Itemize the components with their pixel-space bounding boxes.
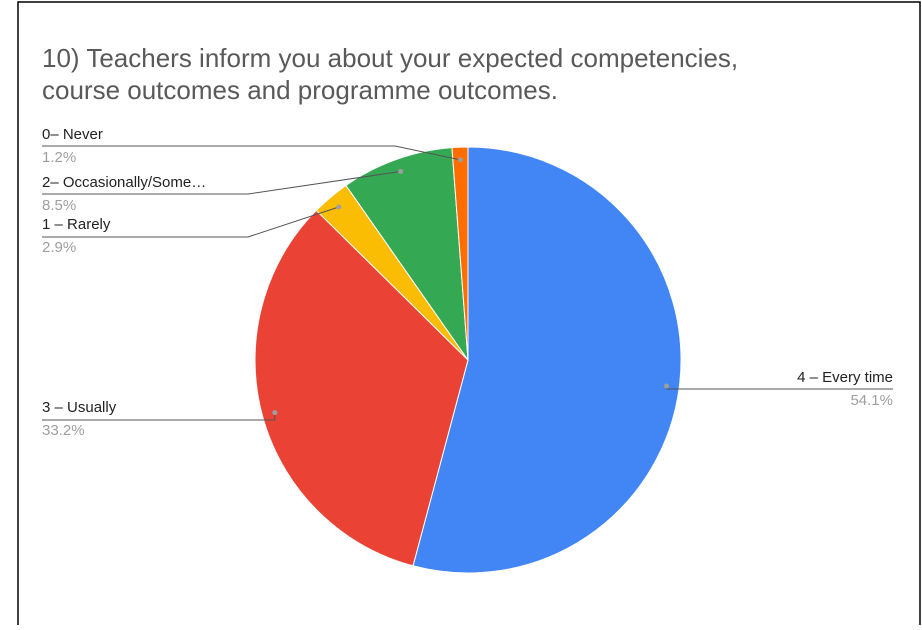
leader-line	[42, 170, 401, 195]
leader-dot	[272, 410, 278, 416]
slice-label: 2– Occasionally/Some…	[42, 174, 206, 191]
pie-slice	[254, 209, 469, 567]
slice-value-label: 2.9%	[42, 239, 76, 256]
slice-label: 1 – Rarely	[42, 216, 111, 233]
chart-title-line: 10) Teachers inform you about your expec…	[42, 43, 738, 73]
leader-dot	[457, 157, 463, 163]
leader-line	[42, 145, 461, 161]
leader-line	[42, 206, 339, 238]
slice-label: 4 – Every time	[797, 369, 893, 386]
slice-value-label: 8.5%	[42, 197, 76, 214]
slice-value-label: 1.2%	[42, 149, 76, 166]
leader-dot	[398, 168, 404, 174]
pie-slice	[345, 147, 469, 362]
pie-slice	[412, 146, 682, 574]
chart-title-line: course outcomes and programme outcomes.	[42, 75, 558, 105]
leader-dot	[336, 204, 342, 210]
leader-dot	[664, 383, 670, 389]
slice-label: 0– Never	[42, 126, 103, 143]
pie-slice	[451, 146, 469, 361]
slice-label: 3 – Usually	[42, 399, 117, 416]
slice-value-label: 54.1%	[850, 392, 893, 409]
slice-value-label: 33.2%	[42, 422, 85, 439]
